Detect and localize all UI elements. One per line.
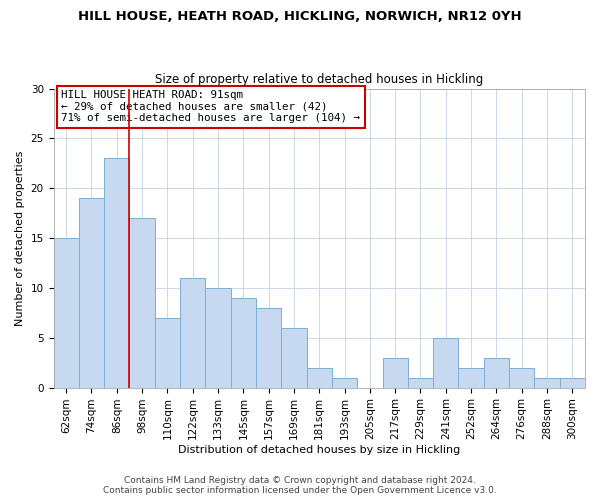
Bar <box>332 378 357 388</box>
Text: HILL HOUSE HEATH ROAD: 91sqm
← 29% of detached houses are smaller (42)
71% of se: HILL HOUSE HEATH ROAD: 91sqm ← 29% of de… <box>61 90 361 124</box>
Bar <box>408 378 433 388</box>
Bar <box>256 308 281 388</box>
Bar <box>130 218 155 388</box>
Bar <box>433 338 458 388</box>
Y-axis label: Number of detached properties: Number of detached properties <box>15 150 25 326</box>
Text: HILL HOUSE, HEATH ROAD, HICKLING, NORWICH, NR12 0YH: HILL HOUSE, HEATH ROAD, HICKLING, NORWIC… <box>78 10 522 23</box>
Bar <box>560 378 585 388</box>
Bar <box>230 298 256 388</box>
Bar <box>180 278 205 388</box>
Bar <box>281 328 307 388</box>
Bar <box>79 198 104 388</box>
Bar <box>535 378 560 388</box>
Text: Contains HM Land Registry data © Crown copyright and database right 2024.
Contai: Contains HM Land Registry data © Crown c… <box>103 476 497 495</box>
Title: Size of property relative to detached houses in Hickling: Size of property relative to detached ho… <box>155 73 484 86</box>
Bar <box>509 368 535 388</box>
Bar <box>205 288 230 388</box>
Bar <box>104 158 130 388</box>
Bar <box>458 368 484 388</box>
X-axis label: Distribution of detached houses by size in Hickling: Distribution of detached houses by size … <box>178 445 460 455</box>
Bar <box>307 368 332 388</box>
Bar <box>484 358 509 388</box>
Bar <box>155 318 180 388</box>
Bar <box>383 358 408 388</box>
Bar <box>53 238 79 388</box>
